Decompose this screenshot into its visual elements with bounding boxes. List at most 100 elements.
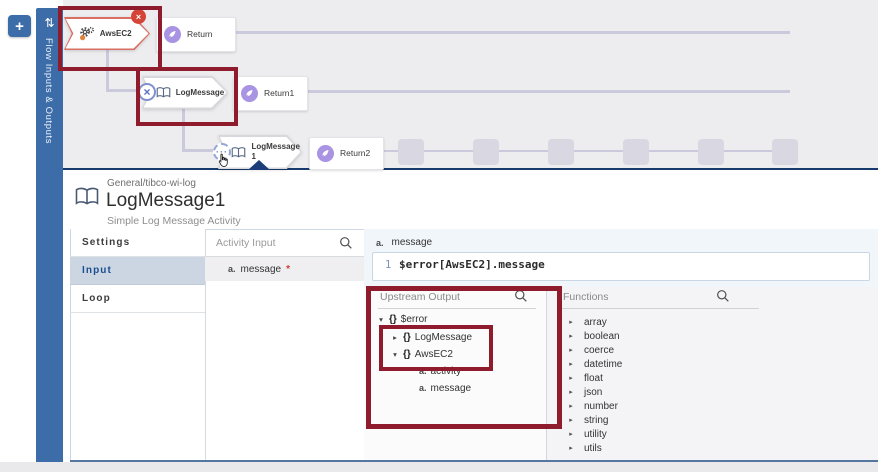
- input-field-message[interactable]: a. message *: [205, 257, 364, 281]
- wire-row2: [299, 90, 790, 93]
- function-group-float[interactable]: ▸ float: [567, 371, 603, 385]
- function-group-coerce[interactable]: ▸ coerce: [567, 343, 614, 357]
- gears-icon: [78, 26, 95, 42]
- upstream-output-panel: [364, 287, 546, 460]
- node-label: Return2: [340, 148, 371, 159]
- chevron-down-icon[interactable]: ▾: [379, 314, 383, 324]
- node-body: [65, 18, 149, 49]
- search-icon[interactable]: [339, 236, 353, 250]
- search-icon[interactable]: [716, 289, 730, 303]
- required-mark: *: [286, 263, 290, 275]
- function-group-number[interactable]: ▸ number: [567, 399, 618, 413]
- tree-item-error[interactable]: ▾ {} $error: [377, 311, 427, 327]
- chevron-down-icon[interactable]: ▾: [393, 349, 397, 359]
- node-label: Return: [187, 29, 213, 40]
- activity-subtitle: Simple Log Message Activity: [107, 215, 241, 227]
- function-group-array[interactable]: ▸ array: [567, 315, 607, 329]
- book-icon: [231, 146, 246, 159]
- node-return2[interactable]: Return2: [309, 137, 384, 170]
- panel-bottom-border: [70, 460, 878, 462]
- string-type-icon: a.: [376, 237, 384, 248]
- line-number: 1: [385, 259, 392, 271]
- placeholder-step[interactable]: [698, 139, 724, 165]
- placeholder-step[interactable]: [772, 139, 798, 165]
- placeholder-step[interactable]: [473, 139, 499, 165]
- search-icon[interactable]: [514, 289, 528, 303]
- placeholder-step[interactable]: [548, 139, 574, 165]
- chevron-right-icon: ▸: [569, 347, 573, 354]
- upstream-output-header: Upstream Output: [380, 291, 460, 303]
- activity-book-icon: [74, 186, 100, 207]
- chevron-right-icon: ▸: [569, 403, 573, 410]
- node-return1[interactable]: Return1: [233, 76, 308, 111]
- node-label: LogMessage 1: [251, 142, 300, 161]
- functions-header: Functions: [563, 291, 609, 303]
- chevron-right-icon: ▸: [569, 389, 573, 396]
- function-group-string[interactable]: ▸ string: [567, 413, 608, 427]
- tree-item-awsec2[interactable]: ▾ {} AwsEC2: [391, 346, 453, 362]
- node-label: LogMessage: [175, 87, 225, 97]
- mapped-field: a. message: [376, 237, 433, 248]
- return-icon: [317, 145, 334, 162]
- wire-to-logmessage: [106, 89, 140, 92]
- object-icon: {}: [389, 313, 397, 325]
- node-label: AwsEC2: [99, 28, 132, 38]
- return-icon: [164, 26, 181, 43]
- tab-loop[interactable]: Loop: [70, 285, 205, 313]
- wire-row1: [228, 31, 790, 34]
- tree-item-message[interactable]: a. message: [419, 382, 472, 394]
- page-title: LogMessage1: [106, 190, 226, 211]
- expression-editor[interactable]: 1 $error[AwsEC2].message: [372, 252, 870, 281]
- chevron-right-icon: ▸: [569, 319, 573, 326]
- node-awsec2[interactable]: AwsEC2: [64, 17, 150, 50]
- book-icon: [156, 86, 171, 99]
- chevron-right-icon[interactable]: ▸: [393, 332, 397, 342]
- wire-to-logmessage1: [182, 149, 214, 152]
- column-divider: [205, 229, 206, 460]
- string-type-icon: a.: [419, 383, 427, 393]
- function-group-datetime[interactable]: ▸ datetime: [567, 357, 622, 371]
- node-return[interactable]: Return: [156, 17, 236, 52]
- wire-row3: [378, 150, 788, 152]
- tab-settings[interactable]: Settings: [70, 229, 205, 257]
- chevron-right-icon: ▸: [569, 333, 573, 340]
- string-type-icon: a.: [228, 264, 236, 274]
- mouse-cursor-icon: [217, 153, 230, 168]
- expression-code: $error[AwsEC2].message: [399, 258, 545, 271]
- tab-input[interactable]: Input: [70, 257, 205, 285]
- flow-io-label: Flow Inputs & Outputs: [43, 38, 54, 145]
- page-bottom-strip: [0, 462, 878, 472]
- chevron-right-icon: ▸: [569, 417, 573, 424]
- function-group-utils[interactable]: ▸ utils: [567, 441, 602, 455]
- suspend-badge-icon[interactable]: ×: [138, 83, 156, 101]
- node-logmessage[interactable]: LogMessage: [142, 76, 228, 109]
- node-label: Return1: [264, 88, 295, 99]
- tree-item-logmessage[interactable]: ▸ {} LogMessage: [391, 329, 472, 345]
- chevron-right-icon: ▸: [569, 431, 573, 438]
- header-underline: [378, 308, 536, 309]
- activity-category: General/tibco-wi-log: [107, 178, 196, 189]
- selected-node-pointer: [248, 160, 270, 170]
- activity-input-header: Activity Input: [205, 229, 364, 257]
- functions-panel: [546, 287, 878, 460]
- chevron-right-icon: ▸: [569, 445, 573, 452]
- object-icon: {}: [403, 348, 411, 360]
- chevron-right-icon: ▸: [569, 361, 573, 368]
- header-underline: [561, 308, 759, 309]
- tree-item-activity[interactable]: a. activity: [419, 365, 462, 377]
- error-badge-icon[interactable]: ×: [131, 9, 146, 24]
- placeholder-step[interactable]: [398, 139, 424, 165]
- function-group-utility[interactable]: ▸ utility: [567, 427, 607, 441]
- placeholder-step[interactable]: [623, 139, 649, 165]
- chevron-right-icon: ▸: [569, 375, 573, 382]
- swap-vertical-icon: ⇅: [44, 16, 55, 30]
- return-icon: [241, 85, 258, 102]
- wire-awsec2-down: [106, 48, 109, 91]
- flow-io-rail[interactable]: ⇅ Flow Inputs & Outputs: [36, 8, 63, 468]
- add-button[interactable]: +: [8, 15, 31, 37]
- function-group-boolean[interactable]: ▸ boolean: [567, 329, 619, 343]
- string-type-icon: a.: [419, 366, 427, 376]
- wire-logmessage-down: [182, 108, 185, 151]
- function-group-json[interactable]: ▸ json: [567, 385, 602, 399]
